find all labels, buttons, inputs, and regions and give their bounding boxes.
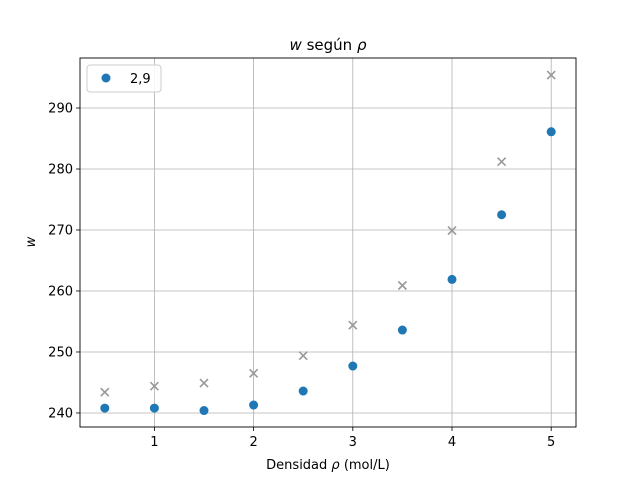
- data-point-circle: [249, 400, 259, 410]
- data-point-circle: [397, 325, 407, 335]
- data-point-x: [546, 70, 556, 80]
- grid-lines: [80, 58, 576, 427]
- data-point-circle: [298, 386, 308, 396]
- y-tick-label: 260: [48, 284, 73, 299]
- legend-marker-circle: [101, 73, 111, 83]
- x-tick-label: 2: [249, 435, 257, 450]
- data-point-x: [397, 280, 407, 291]
- data-point-x: [298, 351, 308, 361]
- title-variable: w: [290, 36, 303, 54]
- series-layer: [100, 70, 556, 416]
- x-tick-label: 1: [150, 435, 158, 450]
- title-text: según: [302, 36, 357, 54]
- y-tick-label: 280: [48, 163, 73, 178]
- data-point-x: [497, 157, 507, 167]
- y-tick-label: 270: [48, 223, 73, 238]
- data-point-x: [149, 381, 159, 391]
- title-rho: ρ: [357, 36, 367, 54]
- legend-label: 2,9: [130, 72, 151, 87]
- x-axis-label-rho: ρ: [331, 458, 340, 473]
- data-point-circle: [149, 403, 159, 413]
- x-tick-label: 3: [349, 435, 357, 450]
- x-tick-label: 5: [547, 435, 555, 450]
- data-point-x: [199, 378, 209, 388]
- y-axis-label: w: [24, 236, 39, 247]
- series-1: [100, 127, 556, 416]
- y-tick-label: 240: [48, 406, 73, 421]
- data-point-circle: [100, 403, 110, 413]
- x-axis-label-unit: (mol/L): [340, 458, 390, 473]
- x-axis-label: Densidad ρ (mol/L): [266, 458, 390, 473]
- data-point-x: [249, 368, 259, 378]
- legend: 2,9: [86, 64, 162, 93]
- series-2: [100, 70, 556, 397]
- data-point-circle: [497, 210, 507, 220]
- axis-ticks: 1 2 3 4 5 240 250 260 270 280 290: [48, 102, 555, 450]
- legend-box: [86, 64, 162, 93]
- data-point-x: [100, 387, 110, 397]
- x-axis-label-prefix: Densidad: [266, 458, 331, 473]
- data-point-x: [348, 320, 358, 330]
- plot-area: [80, 58, 576, 427]
- data-point-circle: [447, 274, 457, 284]
- data-point-circle: [546, 127, 556, 137]
- data-point-circle: [348, 361, 358, 371]
- data-point-x: [447, 226, 457, 236]
- y-tick-label: 250: [48, 345, 73, 360]
- y-tick-label: 290: [48, 102, 73, 117]
- data-point-circle: [199, 406, 209, 416]
- x-tick-label: 4: [448, 435, 456, 450]
- chart-title: w según ρ: [290, 36, 367, 54]
- axes-frame: [79, 57, 577, 428]
